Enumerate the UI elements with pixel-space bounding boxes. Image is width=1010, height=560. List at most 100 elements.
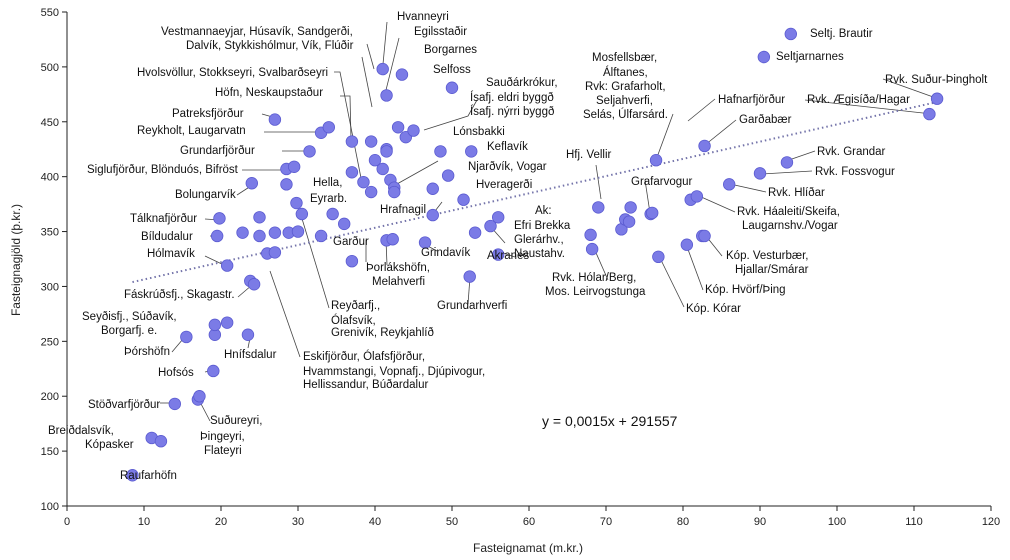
data-point <box>388 185 401 199</box>
point-label: Vestmannaeyjar, Húsavík, Sandgerði, <box>161 26 353 38</box>
data-point <box>180 330 193 344</box>
data-point <box>380 145 393 158</box>
data-point <box>757 50 771 64</box>
point-label: Bolungarvík <box>175 189 236 201</box>
point-label: Ólafsvík, <box>331 314 376 327</box>
x-tick-label: 120 <box>982 516 1000 528</box>
data-point <box>930 92 944 105</box>
point-label: Seltjarnarnes <box>776 51 844 63</box>
data-point <box>268 113 282 126</box>
point-label: Seljahverfi, <box>596 95 653 107</box>
point-label: Ísafj. eldri byggð <box>470 91 554 104</box>
data-point <box>445 81 459 94</box>
point-label: Rvk. Fossvogur <box>815 166 895 178</box>
data-point <box>492 211 505 224</box>
leader-line <box>385 37 400 91</box>
point-label: Rvk. Suður-Þingholt <box>885 74 988 86</box>
y-tick-label: 550 <box>41 7 59 19</box>
data-point <box>220 316 234 329</box>
point-label: Glerárhv., <box>514 234 564 246</box>
leader-line <box>704 119 737 146</box>
leader-line <box>761 170 813 175</box>
leader-line <box>659 257 685 308</box>
data-point <box>345 254 359 268</box>
point-label: Höfn, Neskaupstaður <box>215 87 323 99</box>
leader-line <box>334 71 362 179</box>
point-label: Keflavík <box>487 141 528 153</box>
point-label: Hnífsdalur <box>224 349 277 361</box>
y-tick-label: 400 <box>41 172 59 184</box>
data-point <box>441 169 455 182</box>
data-point <box>291 225 305 238</box>
data-point <box>624 201 637 214</box>
leader-line <box>382 21 388 65</box>
leader-line <box>882 78 937 99</box>
point-label: Stöðvarfjörður <box>88 399 160 411</box>
point-label: Hellissandur, Búðardalur <box>303 379 428 391</box>
point-label: Þingeyri, <box>200 431 245 443</box>
data-point <box>698 229 711 243</box>
data-points <box>126 27 944 482</box>
point-label: Eskifjörður, Ólafsfjörður, <box>303 350 425 363</box>
point-label: Garðabær <box>739 114 792 126</box>
leader-line <box>396 160 439 185</box>
point-label: Grundarhverfi <box>437 300 507 312</box>
leader-line <box>788 150 816 161</box>
data-point <box>652 250 665 264</box>
data-point <box>649 153 663 167</box>
data-point <box>207 364 220 378</box>
point-label: Siglufjörður, Blönduós, Bifröst <box>87 164 239 176</box>
data-point <box>753 167 767 180</box>
y-tick-label: 500 <box>41 62 59 74</box>
point-label: Þórshöfn <box>124 346 170 358</box>
ticks: 0 10 20 30 40 50 60 70 80 90 100 110 120 100 150 200 250… <box>41 7 1001 528</box>
point-label: Mosfellsbær, <box>592 52 657 64</box>
data-point <box>484 219 497 233</box>
data-point <box>434 145 447 158</box>
data-point <box>253 211 266 224</box>
x-tick-label: 30 <box>292 516 304 528</box>
point-label: Mos. Leirvogstunga <box>545 286 646 298</box>
point-label: Raufarhöfn <box>120 470 177 482</box>
y-axis-title: Fasteignagjöld (þ.kr.) <box>9 204 23 316</box>
point-label: Þorlákshöfn, <box>366 262 430 274</box>
data-point <box>376 162 389 176</box>
leader-line <box>366 43 375 70</box>
leader-line <box>423 99 478 131</box>
point-label: Efri Brekka <box>514 220 571 232</box>
point-label: Naustahv. <box>514 248 565 260</box>
point-label: Grenivík, Reykjahlíð <box>331 327 434 339</box>
point-label: Akranes <box>487 250 529 262</box>
x-axis-title: Fasteignamat (m.kr.) <box>473 541 583 555</box>
x-tick-label: 50 <box>446 516 458 528</box>
point-label: Tálknafjörður <box>130 213 197 225</box>
point-label: Kóp. Hvörf/Þing <box>705 284 786 296</box>
data-point <box>698 139 711 153</box>
point-label: Hafnarfjörður <box>718 94 785 106</box>
data-point <box>154 435 168 448</box>
data-point <box>584 228 597 242</box>
point-label: Suðureyri, <box>210 415 262 427</box>
point-label: Ísafj. nýrri byggð <box>470 105 554 118</box>
point-label: Ak: <box>535 205 552 217</box>
point-label: Laugarnshv./Vogar <box>742 220 838 232</box>
data-point <box>287 160 301 173</box>
point-label: Hvammstangi, Vopnafj., Djúpivogur, <box>303 366 485 378</box>
point-label: Breiðdalsvík, <box>48 425 114 437</box>
data-point <box>465 145 478 158</box>
data-point <box>241 328 255 341</box>
leader-line <box>804 99 933 115</box>
leader-line <box>687 98 716 122</box>
point-label: Kóp. Vesturbær, <box>726 250 808 262</box>
data-point <box>338 217 351 231</box>
point-label: Hjallar/Smárar <box>735 264 809 276</box>
data-point <box>268 246 282 259</box>
data-point <box>418 236 432 249</box>
data-point <box>426 182 439 195</box>
point-label: Rvk. Hlíðar <box>768 187 825 199</box>
point-label: Grafarvogur <box>631 176 693 188</box>
data-point <box>463 270 476 283</box>
point-label: Reykholt, Laugarvatn <box>137 125 246 137</box>
data-point <box>386 233 399 246</box>
point-label: Hella, <box>313 177 342 189</box>
